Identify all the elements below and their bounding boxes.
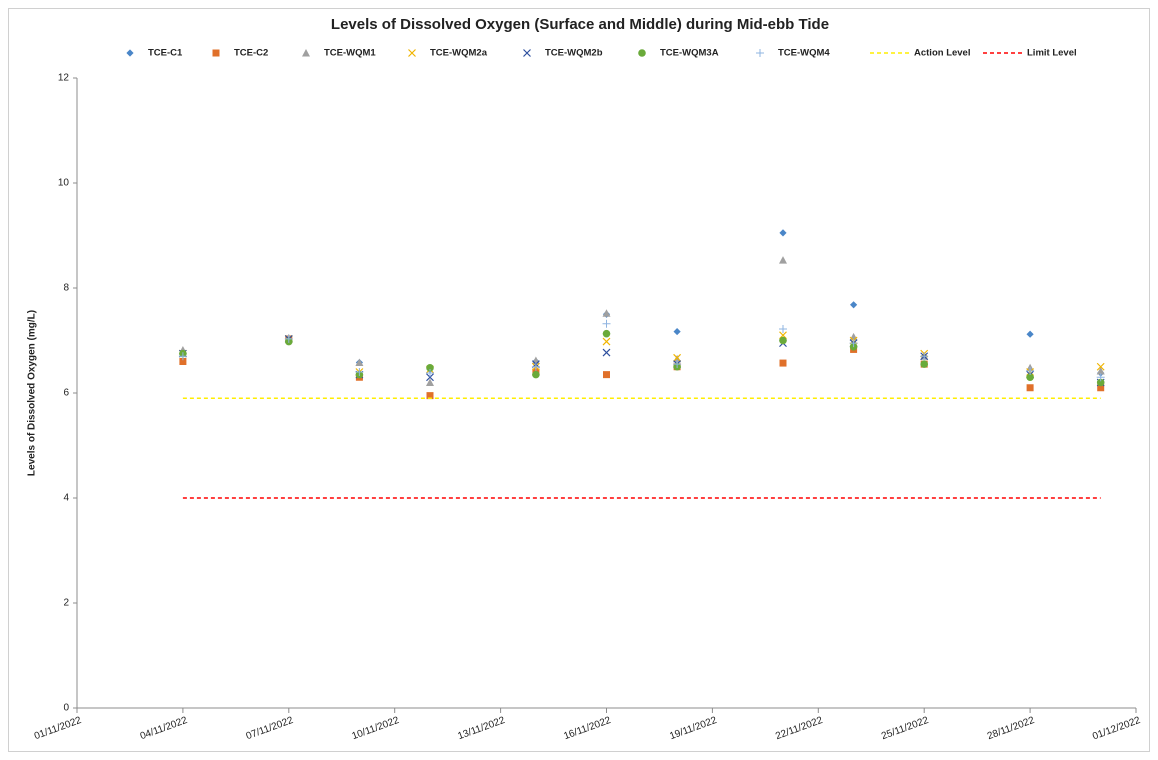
data-point	[1026, 373, 1034, 382]
legend-label: TCE-C2	[234, 48, 268, 59]
data-point	[355, 358, 364, 367]
data-point	[532, 370, 540, 379]
data-point	[602, 329, 611, 338]
y-axis-label: Levels of Dissolved Oxygen (mg/L)	[27, 310, 38, 476]
data-point	[779, 229, 787, 237]
y-tick-label: 8	[63, 283, 69, 294]
data-point	[426, 392, 434, 400]
y-tick-label: 12	[58, 73, 70, 84]
y-tick-label: 6	[63, 388, 69, 399]
legend-swatch	[126, 49, 134, 57]
data-point	[426, 364, 434, 372]
data-point	[426, 369, 434, 378]
legend-swatch	[756, 49, 764, 57]
data-point	[779, 336, 787, 345]
data-point	[779, 324, 787, 333]
data-point	[426, 378, 434, 386]
chart-border	[8, 8, 1150, 752]
data-point	[603, 371, 610, 379]
legend-swatch	[302, 49, 310, 57]
data-point	[1096, 378, 1105, 387]
data-point	[426, 373, 434, 382]
legend-label: Limit Level	[1027, 48, 1077, 59]
data-point	[849, 339, 858, 348]
data-point	[779, 256, 787, 264]
data-point	[284, 334, 293, 343]
data-point	[779, 359, 787, 367]
data-point	[178, 352, 187, 361]
legend-label: TCE-WQM1	[324, 48, 376, 59]
data-point	[1096, 362, 1105, 371]
y-tick-label: 10	[58, 178, 70, 189]
data-point	[602, 337, 611, 346]
chart-title: Levels of Dissolved Oxygen (Surface and …	[331, 16, 829, 33]
legend-label: TCE-C1	[148, 48, 183, 59]
data-point	[1026, 330, 1034, 338]
data-point	[1026, 384, 1034, 392]
data-point	[673, 360, 682, 369]
legend-label: Action Level	[914, 48, 971, 59]
legend-swatch	[212, 49, 220, 57]
data-point	[673, 327, 681, 336]
data-point	[673, 353, 682, 362]
data-point	[602, 319, 611, 328]
data-point	[602, 309, 611, 317]
data-point	[1097, 384, 1105, 392]
data-point	[1096, 366, 1105, 375]
data-point	[355, 368, 364, 376]
data-point	[920, 360, 928, 368]
data-point	[920, 352, 929, 361]
legend-swatch	[408, 49, 416, 57]
data-point	[1096, 373, 1105, 382]
data-point	[850, 301, 858, 309]
legend-label: TCE-WQM4	[778, 48, 830, 59]
y-tick-label: 4	[63, 493, 69, 504]
legend-label: TCE-WQM2b	[545, 48, 603, 59]
y-tick-label: 0	[63, 703, 69, 714]
y-tick-label: 2	[63, 598, 69, 609]
legend-label: TCE-WQM2a	[430, 48, 488, 59]
data-point	[179, 358, 187, 365]
data-point	[1026, 366, 1035, 375]
data-point	[531, 362, 540, 371]
legend-swatch	[523, 49, 531, 57]
legend-label: TCE-WQM3A	[660, 48, 719, 59]
legend-swatch	[638, 49, 646, 57]
data-point	[602, 348, 611, 357]
